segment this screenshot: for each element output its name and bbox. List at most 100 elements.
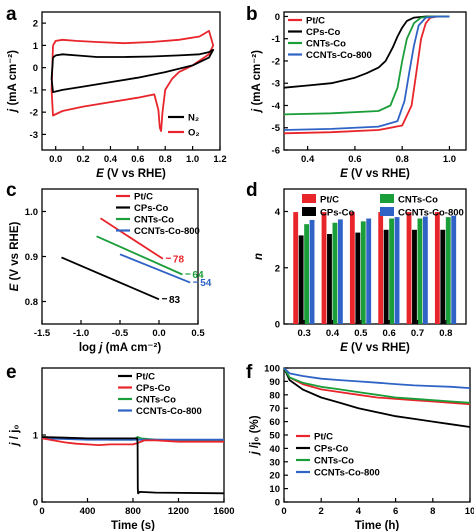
bar-d — [349, 212, 355, 324]
y-tick-label-c: 0.9 — [25, 252, 38, 263]
y-tick-label-b: -1 — [272, 34, 281, 45]
legend-swatch-d — [302, 207, 316, 216]
y-axis-label-e: j / j₀ — [9, 424, 21, 447]
x-tick-label-b: 1.0 — [443, 154, 456, 165]
x-axis-label-a: E (V vs RHE) — [96, 168, 166, 180]
slope-label-c: 64 — [192, 270, 204, 281]
bar-d — [298, 235, 304, 324]
x-tick-label-a: 0.8 — [159, 154, 172, 165]
x-tick-label-c: 0.0 — [152, 328, 165, 339]
slope-label-c: 83 — [169, 295, 181, 306]
x-tick-label-f: 8 — [430, 506, 435, 517]
y-tick-label-f: 30 — [269, 457, 280, 468]
legend-label-d: Pt/C — [320, 195, 339, 206]
bar-d — [417, 218, 423, 324]
x-axis-label-e: Time (s) — [111, 520, 155, 531]
x-tick-label-e: 0 — [39, 506, 44, 517]
y-tick-label-d: 4 — [275, 207, 281, 218]
y-tick-label-e: 1 — [33, 431, 39, 442]
y-tick-label-a: -3 — [30, 130, 38, 141]
slope-label-c: 78 — [173, 254, 185, 265]
x-tick-label-c: -1.0 — [73, 328, 89, 339]
x-tick-label-a: 1.0 — [186, 154, 199, 165]
x-tick-label-d: 0.5 — [354, 328, 368, 339]
legend-label-c: CNTs-Co — [134, 215, 174, 226]
series-line-c — [96, 235, 183, 276]
series-line-b — [283, 15, 450, 116]
y-tick-label-d: 2 — [275, 263, 280, 274]
x-axis-label-c: log j (mA cm⁻²) — [79, 342, 162, 354]
x-tick-label-b: 0.8 — [396, 154, 409, 165]
y-tick-label-b: -6 — [272, 146, 280, 157]
x-tick-label-e: 800 — [125, 506, 141, 517]
y-tick-label-c: 0.8 — [25, 297, 38, 308]
y-tick-label-c: 1.0 — [25, 207, 38, 218]
x-tick-label-e: 400 — [80, 506, 96, 517]
x-axis-label-d: E (V vs RHE) — [340, 342, 410, 354]
bar-d — [389, 218, 395, 324]
axes-frame-d — [283, 188, 467, 325]
legend-label-e: CPs-Co — [136, 383, 171, 394]
y-tick-label-f: 50 — [269, 431, 280, 442]
series-line-f — [283, 367, 471, 406]
bar-d — [412, 229, 417, 324]
legend-label-b: CNTs-Co — [306, 39, 346, 50]
legend-label-d: CNTs-Co — [398, 195, 438, 206]
legend-swatch-d — [302, 194, 316, 203]
x-tick-label-f: 0 — [281, 506, 286, 517]
bar-d — [309, 219, 315, 324]
bar-d — [422, 216, 428, 324]
x-tick-label-e: 1200 — [168, 506, 189, 517]
legend-label-f: CCNTs-Co-800 — [314, 468, 380, 479]
y-tick-label-b: -3 — [272, 79, 280, 90]
bar-d — [327, 234, 332, 324]
bar-d — [337, 219, 343, 324]
bar-d — [445, 217, 451, 324]
series-line-f — [283, 367, 471, 404]
legend-label-f: Pt/C — [314, 432, 333, 443]
x-tick-label-d: 0.7 — [411, 328, 424, 339]
series-line-f — [283, 367, 471, 389]
y-tick-label-b: -2 — [272, 56, 280, 67]
x-tick-label-d: 0.3 — [298, 328, 311, 339]
series-line-e — [41, 437, 224, 447]
x-tick-label-c: -1.5 — [34, 328, 51, 339]
y-tick-label-f: 100 — [264, 364, 280, 375]
bar-d — [406, 212, 412, 324]
bar-d — [321, 212, 327, 324]
bar-d — [394, 217, 400, 324]
x-axis-label-b: E (V vs RHE) — [340, 168, 410, 180]
legend-label-c: CCNTs-Co-800 — [134, 226, 200, 237]
y-tick-label-a: -1 — [30, 85, 39, 96]
bar-d — [383, 229, 389, 324]
x-tick-label-d: 0.8 — [439, 328, 452, 339]
y-axis-label-c: E (V vs RHE) — [9, 222, 21, 292]
bar-d — [440, 229, 446, 324]
x-tick-label-e: 1600 — [213, 506, 234, 517]
x-tick-label-d: 0.4 — [326, 328, 340, 339]
axes-frame-b — [283, 11, 467, 151]
legend-label-b: CPs-Co — [306, 27, 341, 38]
x-tick-label-c: 0.5 — [191, 328, 205, 339]
legend-label-f: CNTs-Co — [314, 456, 354, 467]
x-tick-label-f: 10 — [465, 506, 474, 517]
bar-d — [304, 224, 310, 324]
bar-d — [332, 222, 338, 324]
axes-frame-a — [41, 11, 221, 151]
x-tick-label-b: 0.6 — [348, 154, 361, 165]
x-tick-label-c: -0.5 — [112, 328, 129, 339]
y-axis-label-d: n — [253, 253, 265, 260]
legend-label-e: CNTs-Co — [136, 395, 176, 406]
legend-label-c: CPs-Co — [134, 203, 169, 214]
y-tick-label-d: 0 — [275, 320, 280, 331]
series-line-b — [283, 15, 450, 89]
panel-letter-f: f — [246, 362, 253, 383]
series-line-c — [119, 253, 191, 284]
x-tick-label-f: 2 — [319, 506, 324, 517]
y-tick-label-f: 0 — [275, 498, 280, 509]
legend-label-f: CPs-Co — [314, 444, 349, 455]
x-tick-label-d: 0.6 — [383, 328, 396, 339]
y-axis-label-f: j /j₀ (%) — [249, 415, 261, 456]
